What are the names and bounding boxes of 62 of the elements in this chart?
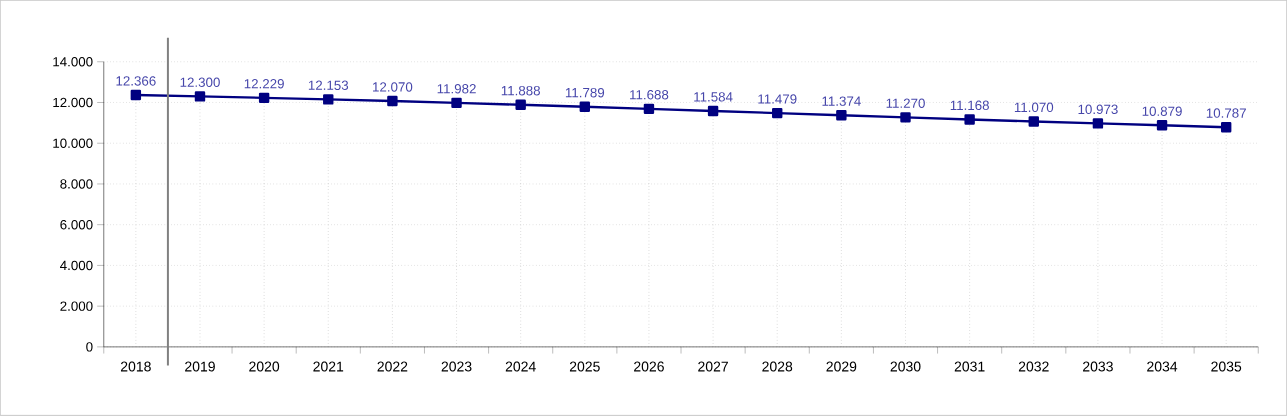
x-tick-label: 2028 bbox=[762, 361, 793, 372]
x-tick-label: 2026 bbox=[634, 361, 664, 372]
data-label: 11.982 bbox=[437, 84, 476, 94]
x-tick-label: 2020 bbox=[249, 361, 280, 372]
data-label: 11.688 bbox=[630, 90, 669, 100]
point bbox=[387, 96, 398, 107]
data-label: 11.270 bbox=[886, 98, 925, 109]
data-label: 12.300 bbox=[180, 77, 220, 88]
x-tick-label: 2027 bbox=[698, 361, 728, 372]
x-tick-label: 2032 bbox=[1018, 361, 1049, 372]
point bbox=[515, 99, 526, 111]
x-tick-label: 2035 bbox=[1211, 361, 1242, 372]
x-tick-label: 2030 bbox=[890, 361, 921, 372]
x-tick-label: 2018 bbox=[120, 361, 151, 372]
x-tick-label: 2023 bbox=[441, 361, 472, 372]
point bbox=[836, 110, 847, 121]
x-tick-label: 2034 bbox=[1147, 361, 1178, 372]
x-tick-label: 2033 bbox=[1083, 361, 1113, 372]
point bbox=[900, 112, 911, 123]
point bbox=[130, 90, 142, 101]
data-label: 10.787 bbox=[1206, 108, 1246, 118]
data-label: 12.229 bbox=[244, 79, 284, 89]
x-tick-label: 2025 bbox=[569, 361, 600, 372]
data-label: 11.479 bbox=[758, 94, 797, 104]
y-tick-label: 4.000 bbox=[60, 260, 93, 271]
y-tick-label: 10.000 bbox=[53, 138, 93, 149]
y-tick-label: 14.000 bbox=[53, 57, 93, 67]
data-label: 10.973 bbox=[1078, 104, 1118, 115]
data-label: 11.374 bbox=[822, 96, 861, 107]
y-tick-label: 6.000 bbox=[60, 220, 93, 230]
x-tick-label: 2021 bbox=[313, 361, 344, 372]
point bbox=[643, 103, 655, 115]
data-label: 10.879 bbox=[1142, 106, 1182, 117]
point bbox=[1220, 122, 1232, 133]
data-label: 11.168 bbox=[950, 100, 989, 111]
data-label: 11.789 bbox=[565, 88, 605, 98]
data-label: 12.153 bbox=[308, 80, 349, 91]
point bbox=[707, 105, 719, 117]
point bbox=[258, 92, 270, 104]
y-tick-label: 2.000 bbox=[60, 301, 93, 312]
point bbox=[194, 91, 206, 102]
x-tick-label: 2022 bbox=[377, 361, 408, 372]
point bbox=[772, 108, 783, 119]
point bbox=[1092, 118, 1104, 129]
point bbox=[451, 97, 462, 109]
data-label: 12.070 bbox=[373, 82, 413, 92]
x-tick-label: 2031 bbox=[954, 361, 985, 372]
data-label: 11.070 bbox=[1014, 102, 1054, 113]
x-tick-label: 2024 bbox=[505, 361, 536, 372]
y-tick-label: 12.000 bbox=[53, 97, 93, 108]
data-label: 12.366 bbox=[116, 76, 156, 86]
point bbox=[1028, 116, 1039, 127]
point bbox=[323, 94, 334, 105]
y-tick-label: 8.000 bbox=[60, 179, 93, 189]
x-tick-label: 2019 bbox=[185, 361, 215, 372]
point bbox=[1156, 120, 1168, 131]
x-tick-label: 2029 bbox=[826, 361, 857, 372]
data-label: 11.888 bbox=[501, 86, 540, 96]
point bbox=[579, 101, 591, 113]
data-label: 11.584 bbox=[694, 92, 733, 102]
y-tick-label: 0 bbox=[86, 342, 93, 352]
point bbox=[964, 114, 975, 125]
